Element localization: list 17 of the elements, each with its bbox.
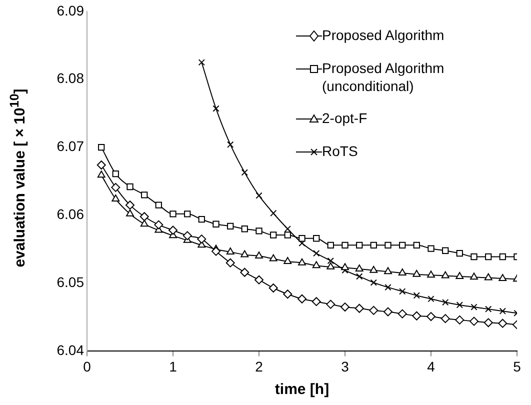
x-tick-label: 5: [513, 358, 522, 374]
legend-label: Proposed Algorithm (unconditional): [322, 59, 446, 95]
x-tick-label: 2: [255, 358, 264, 374]
x-tick-label: 4: [427, 358, 436, 374]
x-tick-label: 3: [341, 358, 350, 374]
legend-label: 2-opt-F: [322, 109, 368, 127]
y-tick-label: 6.06: [56, 206, 84, 222]
x-axis-title: time [h]: [274, 381, 330, 398]
y-tick-label: 6.04: [56, 342, 84, 358]
x-tick-label: 0: [83, 358, 92, 374]
legend-label: Proposed Algorithm: [322, 26, 446, 44]
y-tick-label: 6.07: [56, 138, 84, 154]
x-tick-label: 1: [169, 358, 178, 374]
legend-label: RoTS: [322, 142, 359, 160]
y-tick-label: 6.09: [56, 2, 84, 18]
y-tick-label: 6.08: [56, 70, 84, 86]
y-tick-label: 6.05: [56, 274, 84, 290]
